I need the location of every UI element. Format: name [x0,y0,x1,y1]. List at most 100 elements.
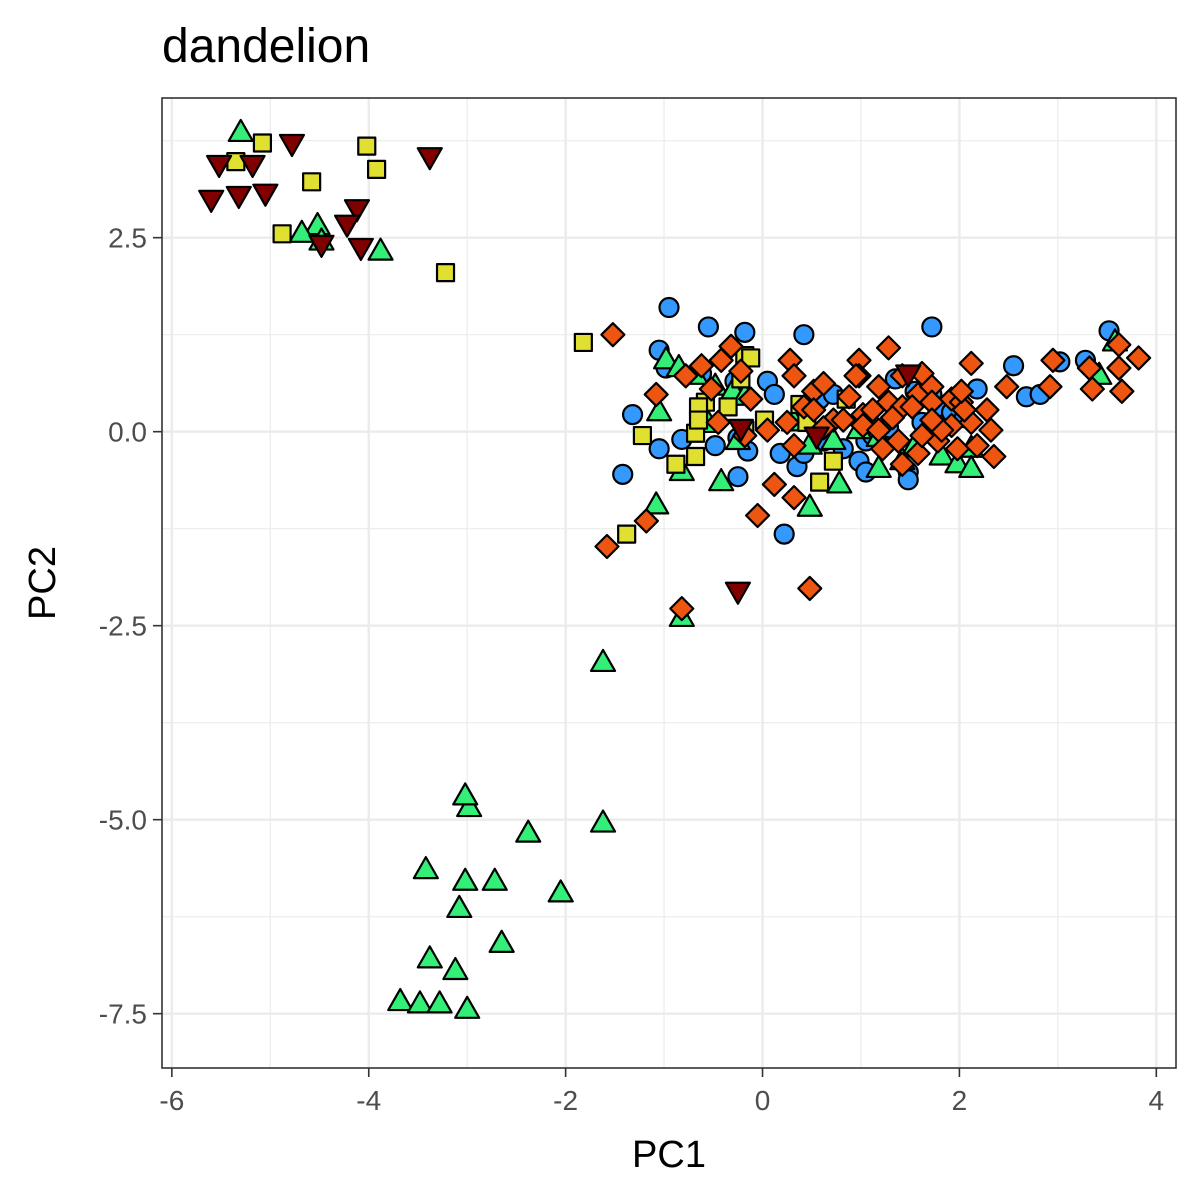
data-point-triangle-up [452,782,479,806]
data-point-triangle-up [820,426,847,451]
data-point-diamond [905,440,931,467]
y-axis-title: PC2 [22,546,64,620]
y-axis: 2.5 0.0 -2.5 -5.0 -7.5 [99,223,162,1030]
x-axis: -6 -4 -2 0 2 4 [159,1068,1164,1116]
data-point-triangle-up [481,867,508,891]
data-point-triangle-down [724,581,752,605]
x-tick-label: 4 [1149,1085,1165,1116]
data-point-triangle-up [646,398,673,422]
data-point-triangle-up [515,819,542,843]
data-point-diamond [669,596,695,622]
data-point-triangle-down [347,237,374,262]
data-point-triangle-up [652,346,680,370]
data-point-diamond [705,409,731,435]
data-point-diamond [964,433,990,459]
data-point-circle [793,324,815,346]
y-tick-label: -5.0 [99,805,147,836]
data-point-diamond [810,370,837,397]
data-point-triangle-up [387,987,414,1012]
data-point-triangle-down [225,185,252,210]
data-point-triangle-up [454,995,481,1019]
plot-panel [162,98,1176,1068]
data-point-triangle-down [416,147,443,171]
data-point-diamond [1040,347,1066,373]
data-point-circle [658,296,680,319]
data-point-circle [1002,355,1025,377]
data-point-diamond [781,485,807,511]
data-point-square [741,348,761,368]
data-point-circle [697,316,719,338]
data-point-diamond [843,363,869,389]
data-point-triangle-down [727,418,754,442]
data-point-circle [727,466,749,488]
data-point-diamond [797,575,823,602]
x-tick-label: -4 [356,1085,381,1116]
data-point-diamond [1109,378,1135,404]
x-tick-label: 0 [755,1085,771,1116]
data-point-diamond [951,397,977,423]
data-point-diamond [909,422,935,449]
data-point-triangle-up [547,879,574,903]
data-point-triangle-up [367,237,394,261]
data-point-diamond [698,376,724,402]
data-point-circle [763,383,785,406]
data-point-triangle-up [416,945,443,969]
data-point-triangle-up [446,894,473,919]
y-tick-label: 2.5 [108,223,147,254]
data-point-diamond [870,436,896,462]
major-gridlines [162,98,1176,1068]
data-point-triangle-up [426,990,453,1014]
data-point-triangle-down [252,183,279,207]
data-point-diamond [643,381,669,408]
data-point-diamond [919,407,945,433]
data-point-triangle-up [589,809,617,833]
data-point-triangle-down [198,189,225,213]
data-point-triangle-up [708,468,735,492]
data-point-triangle-up [944,450,971,474]
data-point-square [617,524,637,544]
data-point-circle [648,438,670,460]
data-point-triangle-up [452,867,479,891]
x-tick-label: -2 [553,1085,578,1116]
data-point-square [272,224,292,244]
data-point-diamond [633,508,659,534]
data-point-triangle-up [643,491,670,515]
data-point-diamond [1037,374,1063,400]
data-point-diamond [1079,376,1105,402]
data-point-triangle-up [958,454,985,479]
data-point-triangle-down [278,133,306,158]
x-tick-label: -6 [159,1085,184,1116]
data-point-diamond [879,405,906,431]
x-tick-label: 2 [952,1085,968,1116]
data-point-square [810,472,830,492]
data-point-diamond [875,335,902,361]
data-point-circle [734,321,756,343]
data-point-square [632,425,653,446]
y-tick-label: 0.0 [108,417,147,448]
data-point-diamond [774,409,800,435]
data-point-diamond [866,374,892,400]
data-point-triangle-up [589,648,617,673]
data-point-triangle-up [227,118,254,143]
x-axis-title: PC1 [632,1134,706,1176]
data-point-diamond [830,407,856,433]
data-point-diamond [994,374,1020,400]
data-point-diamond [754,417,781,443]
data-point-triangle-up [456,793,483,818]
data-point-diamond [978,417,1004,443]
data-point-diamond [860,397,886,423]
data-point-triangle-down [239,154,266,179]
data-point-diamond [600,322,626,348]
data-point-diamond [1125,345,1152,371]
data-point-square [666,454,686,474]
data-point-diamond [836,384,862,410]
y-tick-label: -2.5 [99,611,147,642]
data-point-circle [612,463,634,485]
y-tick-label: -7.5 [99,999,147,1030]
data-point-diamond [1106,355,1132,381]
data-point-triangle-down [308,234,335,258]
data-point-triangle-down [895,364,922,388]
minor-gridlines [162,98,1176,1068]
data-points [198,118,1152,1019]
